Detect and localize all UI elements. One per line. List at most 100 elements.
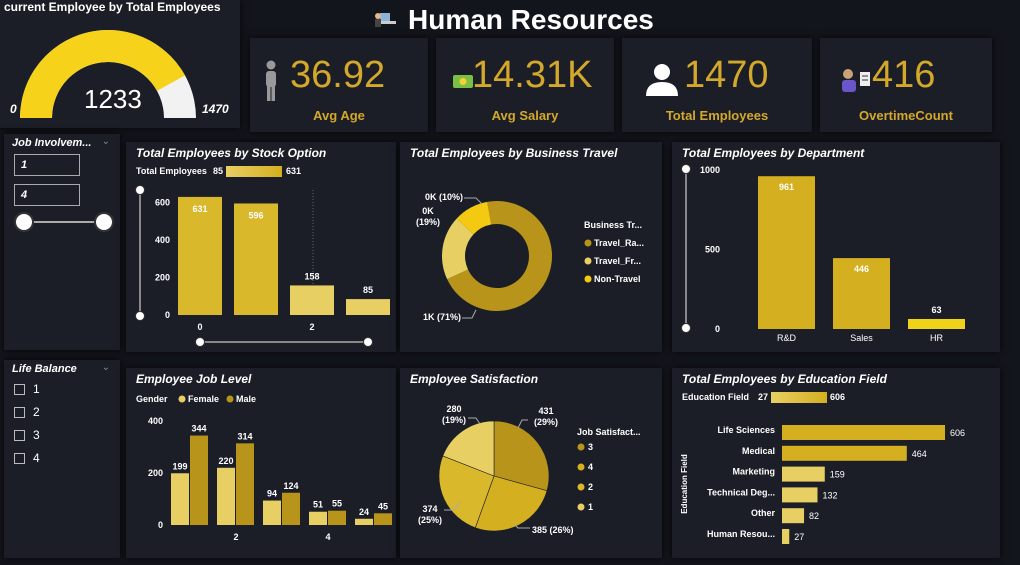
data-label: 85 <box>363 285 373 295</box>
x-tick-label: R&D <box>777 333 797 343</box>
satisfaction-chart: 431 (29%) 385 (26%) 374 (25%) 280 (19%) Job Sat… <box>418 404 641 535</box>
range-slider-handle-min[interactable] <box>14 212 34 232</box>
bar <box>758 176 815 329</box>
bar <box>290 285 334 315</box>
bar <box>908 318 965 329</box>
legend-marker <box>577 443 585 451</box>
data-label: 431 (29%) <box>534 406 558 427</box>
x-tick-label: 0 <box>197 322 202 332</box>
bar <box>782 445 907 461</box>
page-title: Human Resources <box>408 4 654 35</box>
bar <box>234 203 278 315</box>
checkbox-icon <box>14 452 25 464</box>
x-tick-label: 4 <box>325 532 330 542</box>
range-from-input[interactable]: 1 <box>14 154 80 176</box>
legend-item: 3 <box>588 442 593 452</box>
data-label: 51 <box>313 500 323 510</box>
legend-item: 1 <box>588 502 593 512</box>
kpi-value: 36.92 <box>290 54 386 96</box>
satisfaction-card: Employee Satisfaction 431 (29%) 385 (26%) 3… <box>400 368 662 558</box>
kpi-avg-age: 36.92 Avg Age <box>250 38 428 132</box>
gauge-value: 1233 <box>84 84 142 114</box>
checkbox-option[interactable]: 4 <box>14 451 40 465</box>
checkbox-option[interactable]: 2 <box>14 405 40 419</box>
data-label: 374 (25%) <box>418 504 442 525</box>
gauge-fill <box>20 30 185 118</box>
y-tick-label: Human Resou... <box>707 529 775 539</box>
data-label: 159 <box>830 470 845 480</box>
bar <box>782 487 818 503</box>
chevron-down-icon[interactable]: ⌄ <box>101 362 110 373</box>
donut-slice <box>447 201 552 311</box>
legend-item: 4 <box>588 462 593 472</box>
range-to-input[interactable]: 4 <box>14 184 80 206</box>
y-tick-label: 0 <box>165 310 170 320</box>
data-label: 55 <box>332 499 342 509</box>
person-standing-icon <box>266 60 276 101</box>
donut-slice <box>456 201 492 235</box>
bar <box>328 510 346 525</box>
kpi-total-employees: 1470 Total Employees <box>622 38 812 132</box>
data-label: 464 <box>912 449 927 459</box>
checkbox-icon <box>14 383 25 395</box>
checkbox-label: 2 <box>33 405 40 419</box>
legend-marker <box>584 239 592 247</box>
y-tick-label: 200 <box>155 273 170 283</box>
y-tick-label: 400 <box>148 416 163 426</box>
data-label: 45 <box>378 501 388 511</box>
kpi-value: 14.31K <box>472 54 593 96</box>
y-tick-label: 0 <box>158 520 163 530</box>
data-label: 606 <box>950 428 965 438</box>
data-label: 631 <box>192 204 207 214</box>
leader-line <box>444 501 461 511</box>
legend-item: Female <box>188 394 219 404</box>
vertical-slider-handle <box>681 164 691 174</box>
range-slider-track <box>22 221 104 223</box>
pie-slice <box>474 475 548 532</box>
x-tick-label: 2 <box>233 532 238 542</box>
kpi-label: Avg Age <box>313 108 365 123</box>
data-label: 94 <box>267 489 277 499</box>
checkbox-option[interactable]: 3 <box>14 428 40 442</box>
chevron-down-icon[interactable]: ⌄ <box>101 136 110 147</box>
legend-marker <box>577 483 585 491</box>
horizontal-slider-handle <box>195 337 205 347</box>
kpi-label: Avg Salary <box>491 108 559 123</box>
kpi-avg-salary: 14.31K Avg Salary <box>436 38 614 132</box>
checkbox-icon <box>14 429 25 441</box>
bar <box>236 443 254 525</box>
slicer-title: Life Balance <box>12 363 77 375</box>
legend-title: Job Satisfact... <box>577 427 641 437</box>
checkbox-option[interactable]: 1 <box>14 382 40 396</box>
legend-max: 631 <box>286 166 301 176</box>
data-label: 199 <box>172 461 187 471</box>
gauge-card: current Employee by Total Employees 1233… <box>0 0 240 128</box>
x-tick-label: Sales <box>850 333 873 343</box>
job-level-card: Employee Job Level Gender Female Male 400 20… <box>126 368 396 558</box>
vertical-slider-handle <box>681 323 691 333</box>
y-tick-label: Medical <box>742 446 775 456</box>
chart-title: Total Employees by Department <box>682 146 865 160</box>
y-tick-label: 500 <box>705 245 720 255</box>
data-label: 385 (26%) <box>532 525 574 535</box>
legend-gradient-bar <box>771 392 827 403</box>
data-label: 344 <box>191 424 206 434</box>
horizontal-slider-handle <box>363 337 373 347</box>
y-tick-label: Life Sciences <box>717 425 775 435</box>
kpi-value: 416 <box>872 54 936 96</box>
donut-slice <box>442 218 474 280</box>
gauge-min: 0 <box>10 102 17 116</box>
range-slider-handle-max[interactable] <box>94 212 114 232</box>
bar <box>782 425 945 440</box>
department-card: Total Employees by Department 1000 500 0 96… <box>672 142 1000 352</box>
legend-marker <box>584 257 592 265</box>
y-tick-label: 200 <box>148 468 163 478</box>
stock-option-card: Total Employees by Stock Option Total Em… <box>126 142 396 352</box>
legend-item: Male <box>236 394 256 404</box>
stock-option-chart: Total Employees 85 631 600 400 200 0 631 0 596 158… <box>135 166 390 347</box>
education-chart: Education Field 27 606 Education Field Life … <box>680 392 965 544</box>
legend-gradient-bar <box>226 166 282 177</box>
data-label: 132 <box>823 490 838 500</box>
bar <box>782 508 805 524</box>
money-icon <box>453 75 473 88</box>
